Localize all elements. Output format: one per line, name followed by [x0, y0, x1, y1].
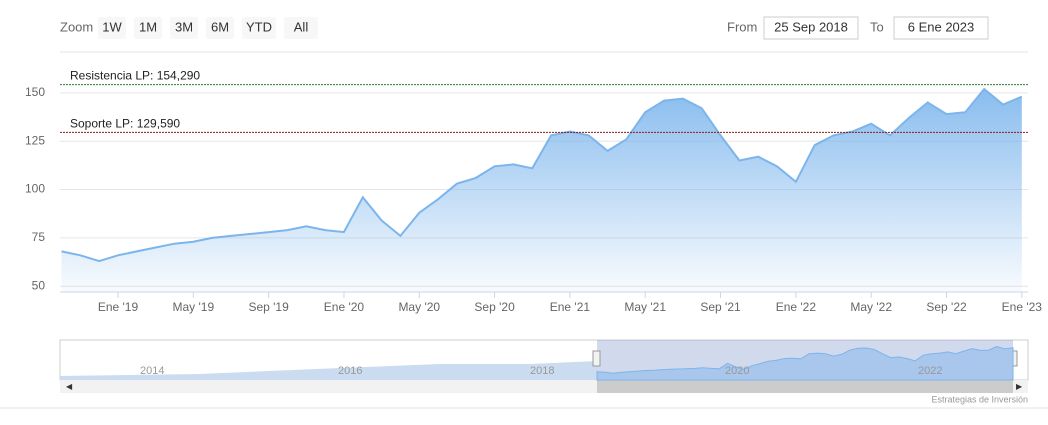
button-bg [170, 17, 198, 39]
button-bg [98, 17, 126, 39]
from-label: From [727, 19, 757, 34]
navigator-label: 2020 [725, 365, 749, 377]
to-value: 6 Ene 2023 [908, 19, 975, 34]
x-tick-label: Ene '23 [1002, 300, 1043, 314]
scroll-left[interactable]: ◀ [66, 382, 73, 391]
y-tick-label: 75 [32, 230, 46, 244]
x-tick-label: May '21 [624, 300, 666, 314]
x-tick-label: Sep '20 [474, 300, 515, 314]
navigator-label: 2014 [140, 365, 164, 377]
range-button[interactable]: 3M [170, 17, 198, 39]
range-button[interactable]: 1M [134, 17, 162, 39]
x-tick-label: Ene '20 [324, 300, 365, 314]
from-input[interactable] [763, 16, 859, 40]
navigator-label: 2022 [918, 365, 942, 377]
button-label: YTD [246, 19, 272, 34]
range-button[interactable]: 1W [98, 17, 126, 39]
from-value: 25 Sep 2018 [774, 19, 848, 34]
x-tick-label: Ene '19 [98, 300, 139, 314]
scroll-right[interactable]: ▶ [1016, 382, 1023, 391]
button-bg [284, 17, 318, 39]
navigator-history [60, 361, 597, 380]
button-label: 1M [139, 19, 157, 34]
button-label: All [294, 19, 309, 34]
range-button[interactable]: YTD [242, 17, 276, 39]
to-label: To [870, 19, 884, 34]
button-bg [242, 17, 276, 39]
x-tick-label: Sep '19 [248, 300, 289, 314]
x-tick-label: May '22 [850, 300, 892, 314]
to-input[interactable] [893, 16, 989, 40]
x-tick-label: Sep '22 [926, 300, 967, 314]
y-tick-label: 150 [25, 85, 45, 99]
navigator-handle[interactable] [592, 350, 601, 367]
x-tick-label: Ene '21 [550, 300, 591, 314]
button-label: 1W [102, 19, 122, 34]
navigator-series [596, 345, 1014, 381]
x-tick-label: Ene '22 [776, 300, 817, 314]
credits: Estrategias de Inversión [931, 394, 1028, 404]
scrollbar-thumb[interactable] [597, 380, 1013, 393]
button-label: 6M [211, 19, 229, 34]
y-tick-label: 50 [32, 278, 46, 292]
button-bg [206, 17, 234, 39]
line [61, 87, 1023, 263]
x-tick-label: May '20 [398, 300, 440, 314]
x-tick-label: Sep '21 [700, 300, 741, 314]
y-tick-label: 100 [25, 182, 45, 196]
range-button[interactable]: All [284, 17, 318, 39]
navigator-label: 2016 [338, 365, 362, 377]
zoom-label: Zoom [60, 19, 93, 34]
plot-line-label: Soporte LP: 129,590 [70, 116, 180, 130]
area [61, 89, 1022, 292]
range-button[interactable]: 6M [206, 17, 234, 39]
x-tick-label: May '19 [172, 300, 214, 314]
y-tick-label: 125 [25, 133, 45, 147]
plot-line-label: Resistencia LP: 154,290 [70, 69, 200, 83]
button-bg [134, 17, 162, 39]
button-label: 3M [175, 19, 193, 34]
navigator-label: 2018 [530, 365, 554, 377]
